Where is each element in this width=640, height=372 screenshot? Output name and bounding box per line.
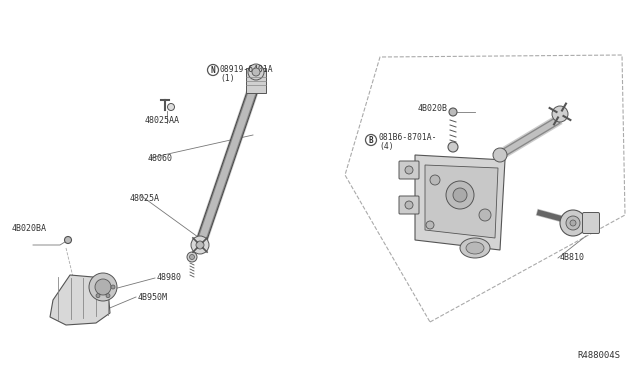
Text: (1): (1) [220, 74, 235, 83]
Circle shape [405, 201, 413, 209]
Circle shape [449, 108, 457, 116]
Ellipse shape [460, 238, 490, 258]
Circle shape [106, 294, 110, 298]
Ellipse shape [466, 242, 484, 254]
Circle shape [448, 142, 458, 152]
Circle shape [570, 220, 576, 226]
Text: B: B [369, 135, 373, 144]
Circle shape [96, 294, 100, 298]
Circle shape [187, 252, 197, 262]
Circle shape [493, 148, 507, 162]
Text: 08919-6401A: 08919-6401A [220, 64, 274, 74]
Polygon shape [425, 165, 498, 238]
Circle shape [446, 181, 474, 209]
Circle shape [560, 210, 586, 236]
Text: 48060: 48060 [148, 154, 173, 163]
Circle shape [248, 64, 264, 80]
Text: 48980: 48980 [157, 273, 182, 282]
Circle shape [191, 236, 209, 254]
Circle shape [426, 221, 434, 229]
Circle shape [365, 135, 376, 145]
Polygon shape [246, 68, 266, 93]
FancyBboxPatch shape [399, 161, 419, 179]
Circle shape [207, 64, 218, 76]
Circle shape [566, 216, 580, 230]
FancyBboxPatch shape [399, 196, 419, 214]
Circle shape [65, 237, 72, 244]
Text: R488004S: R488004S [577, 351, 620, 360]
Text: 081B6-8701A-: 081B6-8701A- [379, 132, 438, 141]
Polygon shape [415, 155, 505, 250]
Text: 48025AA: 48025AA [145, 115, 180, 125]
Circle shape [189, 254, 195, 260]
Circle shape [552, 106, 568, 122]
Text: 4B810: 4B810 [560, 253, 585, 263]
Circle shape [196, 241, 204, 249]
FancyBboxPatch shape [582, 212, 600, 234]
Circle shape [111, 285, 115, 289]
Circle shape [453, 188, 467, 202]
Polygon shape [50, 275, 110, 325]
Text: 48025A: 48025A [130, 193, 160, 202]
Text: 4B020BA: 4B020BA [12, 224, 47, 232]
Circle shape [479, 209, 491, 221]
Text: N: N [211, 65, 215, 74]
Circle shape [89, 273, 117, 301]
Circle shape [430, 175, 440, 185]
Text: 4B020B: 4B020B [418, 103, 448, 112]
Circle shape [252, 68, 260, 76]
Circle shape [405, 166, 413, 174]
Circle shape [168, 103, 175, 110]
Circle shape [95, 279, 111, 295]
Text: 4B950M: 4B950M [138, 292, 168, 301]
Text: (4): (4) [379, 141, 394, 151]
